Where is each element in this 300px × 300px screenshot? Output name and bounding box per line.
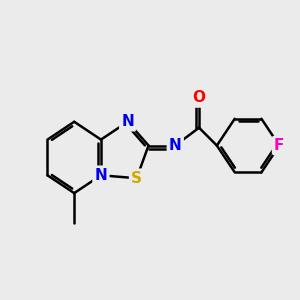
Text: F: F <box>274 138 284 153</box>
Text: O: O <box>193 91 206 106</box>
Text: N: N <box>121 114 134 129</box>
Text: N: N <box>169 138 182 153</box>
Text: N: N <box>94 168 107 183</box>
Text: S: S <box>131 171 142 186</box>
